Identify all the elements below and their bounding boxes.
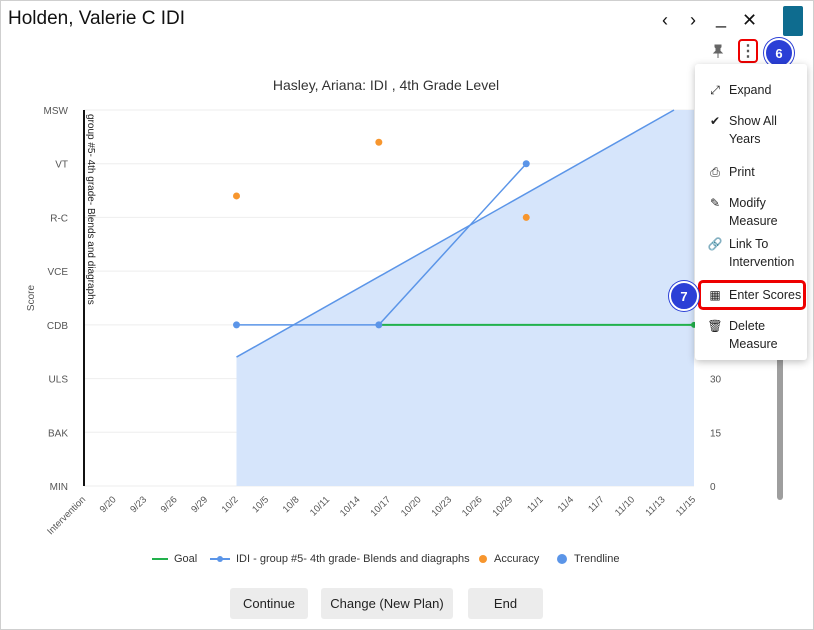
menu-item-enter-scores[interactable]: ▦ Enter Scores: [707, 286, 801, 304]
print-icon: ⎙: [710, 165, 720, 179]
scrollbar-thumb[interactable]: [777, 330, 783, 500]
menu-item-link-to-intervention[interactable]: 🔗 Link To Intervention: [707, 235, 795, 271]
more-options-button[interactable]: ⋮: [738, 39, 758, 63]
x-tick-label: 10/23: [430, 494, 455, 519]
right-tick-label: 30: [710, 375, 722, 386]
y-axis-label: Score: [26, 285, 37, 312]
table-icon: ▦: [709, 288, 721, 302]
x-tick-label: 10/29: [491, 494, 516, 519]
next-arrow-icon[interactable]: ›: [690, 10, 696, 30]
y-tick-label: BAK: [48, 428, 68, 439]
menu-item-label: Print: [729, 165, 755, 179]
right-tick-label: 0: [710, 482, 716, 493]
menu-item-label: Enter Scores: [729, 288, 802, 302]
y-tick-label: R-C: [50, 213, 68, 224]
idi-point: [375, 321, 383, 329]
legend-idi-label: IDI - group #5- 4th grade- Blends and di…: [236, 553, 470, 565]
side-panel-tab[interactable]: [783, 6, 803, 36]
x-tick-label: 9/26: [159, 494, 180, 515]
double-check-icon: ✔: [709, 114, 721, 128]
x-tick-label: 10/26: [460, 494, 485, 519]
y-tick-label: MSW: [44, 106, 69, 117]
legend-trendline-label: Trendline: [574, 553, 620, 565]
edit-icon: ✎: [709, 196, 721, 210]
x-tick-label: 11/13: [644, 494, 668, 518]
intervention-label: group #5- 4th grade- Blends and diagraph…: [85, 114, 96, 305]
x-tick-label: 11/10: [613, 494, 637, 518]
step-badge: 7: [669, 281, 699, 311]
y-tick-label: ULS: [49, 375, 69, 386]
accuracy-point: [375, 138, 383, 146]
menu-item-expand[interactable]: ⤢ Expand: [707, 81, 771, 99]
window-title: Holden, Valerie C IDI: [8, 8, 186, 29]
x-tick-label: 11/15: [674, 494, 698, 518]
menu-item-modify-measure[interactable]: ✎ Modify Measure: [707, 194, 778, 230]
minimize-icon[interactable]: _: [716, 8, 727, 28]
y-tick-label: CDB: [47, 321, 68, 332]
x-tick-label: 11/4: [556, 494, 576, 514]
menu-item-label: Expand: [729, 83, 772, 97]
x-tick-label: 10/11: [308, 494, 332, 518]
y-tick-label: VT: [55, 160, 68, 171]
options-menu: ⤢ Expand ✔ Show All Years ⎙ Print ✎ Modi…: [695, 64, 807, 360]
close-icon[interactable]: ✕: [742, 10, 758, 30]
x-tick-label: 9/29: [189, 494, 210, 515]
legend-goal[interactable]: Goal: [152, 553, 197, 565]
x-tick-label: Intervention: [45, 494, 88, 537]
enter-scores-highlight: [698, 280, 806, 310]
x-tick-label: 10/2: [220, 494, 241, 515]
menu-item-label: Link To Intervention: [729, 237, 795, 269]
x-tick-label: 11/7: [586, 494, 606, 514]
previous-arrow-icon[interactable]: ‹: [662, 10, 668, 30]
idi-point: [233, 321, 240, 329]
menu-item-print[interactable]: ⎙ Print: [707, 163, 755, 181]
y-tick-label: VCE: [47, 267, 68, 278]
pin-icon[interactable]: [711, 44, 725, 61]
x-tick-label: 9/23: [128, 494, 149, 515]
trash-icon: 🗑: [707, 319, 723, 333]
x-tick-label: 10/17: [369, 494, 394, 519]
menu-item-label: Show All Years: [729, 114, 777, 146]
x-tick-label: 10/20: [399, 494, 424, 519]
y-tick-label: MIN: [50, 482, 68, 493]
x-tick-label: 11/1: [525, 494, 545, 514]
menu-item-show-all-years[interactable]: ✔ Show All Years: [707, 112, 777, 148]
legend-goal-label: Goal: [174, 553, 198, 565]
trendline: [236, 109, 675, 358]
x-tick-label: 10/5: [250, 494, 271, 515]
change-new-plan-button[interactable]: Change (New Plan): [321, 588, 453, 619]
menu-item-label: Delete Measure: [729, 319, 778, 351]
accuracy-point: [522, 213, 530, 221]
link-icon: 🔗: [707, 237, 723, 251]
menu-item-delete-measure[interactable]: 🗑 Delete Measure: [707, 317, 778, 353]
legend-accuracy-label: Accuracy: [494, 553, 540, 565]
end-button[interactable]: End: [468, 588, 543, 619]
trendline-area: [236, 110, 694, 486]
continue-button[interactable]: Continue: [230, 588, 308, 619]
legend-accuracy[interactable]: Accuracy: [478, 553, 539, 565]
chart-title: Hasley, Ariana: IDI , 4th Grade Level: [273, 77, 499, 93]
x-tick-label: 10/8: [281, 494, 302, 515]
expand-icon: ⤢: [710, 83, 720, 97]
progress-chart: Hasley, Ariana: IDI , 4th Grade Level MIN…: [26, 77, 722, 537]
legend-idi[interactable]: IDI - group #5- 4th grade- Blends and di…: [210, 553, 470, 565]
right-tick-label: 15: [710, 428, 722, 439]
legend-trendline[interactable]: Trendline: [556, 553, 619, 565]
idi-point: [522, 160, 530, 168]
x-tick-label: 9/20: [98, 494, 119, 515]
accuracy-point: [233, 192, 240, 200]
menu-item-label: Modify Measure: [729, 196, 778, 228]
x-tick-label: 10/14: [338, 494, 363, 519]
